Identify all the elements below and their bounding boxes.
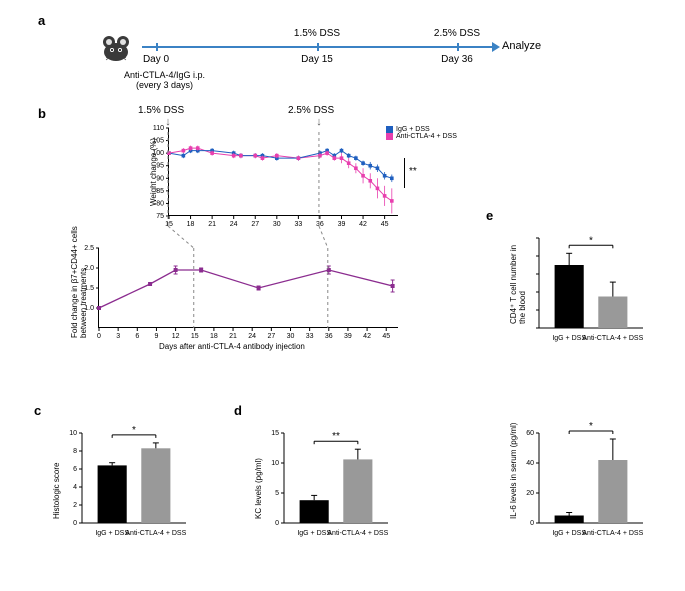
svg-text:6: 6 — [73, 466, 77, 473]
dss-annot-2: 2.5% DSS — [288, 105, 334, 116]
weight-ylabel: Weight change (%) — [149, 138, 158, 206]
svg-text:33: 33 — [306, 333, 314, 340]
svg-text:15: 15 — [191, 333, 199, 340]
sig-bracket — [404, 158, 405, 188]
timeline-tick — [317, 43, 319, 51]
svg-text:0: 0 — [275, 520, 279, 527]
weight-legend: IgG + DSSAnti-CTLA-4 + DSS — [386, 126, 457, 140]
svg-text:24: 24 — [230, 221, 238, 228]
timeline-tick-label: Day 36 — [441, 54, 473, 65]
svg-text:45: 45 — [382, 333, 390, 340]
weight-sig: ** — [409, 166, 417, 177]
svg-text:30: 30 — [287, 333, 295, 340]
svg-text:Anti-CTLA-4 + DSS: Anti-CTLA-4 + DSS — [327, 530, 388, 537]
panel-e-top: IgG + DSSAnti-CTLA-4 + DSS * CD4⁺ T cell n… — [503, 228, 643, 348]
mouse-icon — [98, 28, 134, 64]
svg-text:10: 10 — [69, 430, 77, 437]
svg-text:27: 27 — [251, 221, 259, 228]
bar-ylabel: KC levels (pg/ml) — [254, 458, 263, 519]
svg-text:Anti-CTLA-4 + DSS: Anti-CTLA-4 + DSS — [125, 530, 186, 537]
svg-text:40: 40 — [526, 460, 534, 467]
svg-text:27: 27 — [267, 333, 275, 340]
svg-text:IgG + DSS: IgG + DSS — [297, 530, 331, 537]
svg-text:21: 21 — [208, 221, 216, 228]
treatment-label: Anti-CTLA-4/IgG i.p. (every 3 days) — [124, 70, 205, 90]
timeline-tick — [156, 43, 158, 51]
svg-text:110: 110 — [153, 125, 164, 132]
weight-chart: 7580859095100105110151821242730333639424… — [168, 128, 398, 216]
svg-text:10: 10 — [271, 460, 279, 467]
svg-text:Anti-CTLA-4 + DSS: Anti-CTLA-4 + DSS — [582, 335, 643, 342]
fold-ylabel: Fold change in β7+CD44+ cellsbetween tre… — [71, 226, 89, 338]
svg-text:30: 30 — [273, 221, 281, 228]
svg-text:**: ** — [332, 431, 340, 442]
svg-text:0: 0 — [73, 520, 77, 527]
panel-e-bottom: 0 20 40 60 IgG + DSSAnti-CTLA-4 + DSS * IL-6 l… — [503, 423, 643, 543]
svg-text:36: 36 — [325, 333, 333, 340]
svg-text:IgG + DSS: IgG + DSS — [95, 530, 129, 537]
svg-text:24: 24 — [248, 333, 256, 340]
svg-text:6: 6 — [135, 333, 139, 340]
legend-item: IgG + DSS — [386, 126, 457, 133]
bar-ylabel: IL-6 levels in serum (pg/ml) — [509, 423, 518, 519]
svg-text:18: 18 — [210, 333, 218, 340]
arrow-2: ↓ — [316, 116, 322, 128]
timeline-tick-label: Day 15 — [301, 54, 333, 65]
svg-text:39: 39 — [344, 333, 352, 340]
svg-text:IgG + DSS: IgG + DSS — [552, 335, 586, 342]
svg-text:4: 4 — [73, 484, 77, 491]
panel-d: 0 5 10 15 IgG + DSSAnti-CTLA-4 + DSS ** KC lev… — [248, 423, 388, 543]
timeline-tick — [457, 43, 459, 51]
panel-c-label: c — [34, 403, 41, 418]
svg-text:3: 3 — [116, 333, 120, 340]
fold-chart: 1.01.52.02.50369121518212427303336394245… — [98, 248, 398, 328]
svg-text:Anti-CTLA-4 + DSS: Anti-CTLA-4 + DSS — [582, 530, 643, 537]
fold-xlabel: Days after anti-CTLA-4 antibody injectio… — [159, 342, 305, 351]
timeline-tick-top-label: 2.5% DSS — [434, 28, 480, 39]
svg-text:60: 60 — [526, 430, 534, 437]
panel-e-label: e — [486, 208, 493, 223]
svg-text:IgG + DSS: IgG + DSS — [552, 530, 586, 537]
svg-text:0: 0 — [97, 333, 101, 340]
svg-text:18: 18 — [187, 221, 195, 228]
svg-text:42: 42 — [363, 333, 371, 340]
panel-a: Day 0Day 151.5% DSSDay 362.5% DSS Analyz… — [38, 18, 588, 98]
svg-text:42: 42 — [359, 221, 367, 228]
svg-text:15: 15 — [271, 430, 279, 437]
svg-text:0: 0 — [530, 520, 534, 527]
svg-text:21: 21 — [229, 333, 237, 340]
svg-text:36: 36 — [316, 221, 324, 228]
svg-text:9: 9 — [154, 333, 158, 340]
svg-text:5: 5 — [275, 490, 279, 497]
svg-text:39: 39 — [338, 221, 346, 228]
svg-text:*: * — [132, 425, 136, 436]
arrow-1: ↓ — [165, 116, 171, 128]
bar-ylabel: CD4⁺ T cell number inthe blood — [509, 245, 527, 324]
treatment-line2: (every 3 days) — [124, 80, 205, 90]
svg-text:*: * — [589, 235, 593, 246]
svg-text:33: 33 — [294, 221, 302, 228]
svg-text:45: 45 — [381, 221, 389, 228]
timeline: Day 0Day 151.5% DSSDay 362.5% DSS — [142, 46, 492, 48]
timeline-tick-top-label: 1.5% DSS — [294, 28, 340, 39]
svg-text:8: 8 — [73, 448, 77, 455]
svg-text:20: 20 — [526, 490, 534, 497]
figure-root: a Day 0Day 151.5% DSSDay 362.5% DSS Anal… — [8, 8, 677, 583]
svg-text:*: * — [589, 421, 593, 432]
panel-d-label: d — [234, 403, 242, 418]
svg-text:12: 12 — [172, 333, 180, 340]
analyze-label: Analyze — [502, 40, 541, 52]
timeline-tick-label: Day 0 — [143, 54, 169, 65]
treatment-line1: Anti-CTLA-4/IgG i.p. — [124, 70, 205, 80]
dss-annot-1: 1.5% DSS — [138, 105, 184, 116]
bar-ylabel: Histologic score — [52, 463, 61, 519]
legend-item: Anti-CTLA-4 + DSS — [386, 133, 457, 140]
svg-text:15: 15 — [165, 221, 173, 228]
panel-c: 0 2 4 6 8 10 IgG + DSSAnti-CTLA-4 + DSS * Histol… — [46, 423, 186, 543]
svg-text:75: 75 — [156, 213, 164, 220]
svg-text:2: 2 — [73, 502, 77, 509]
panel-b: 7580859095100105110151821242730333639424… — [38, 108, 458, 358]
